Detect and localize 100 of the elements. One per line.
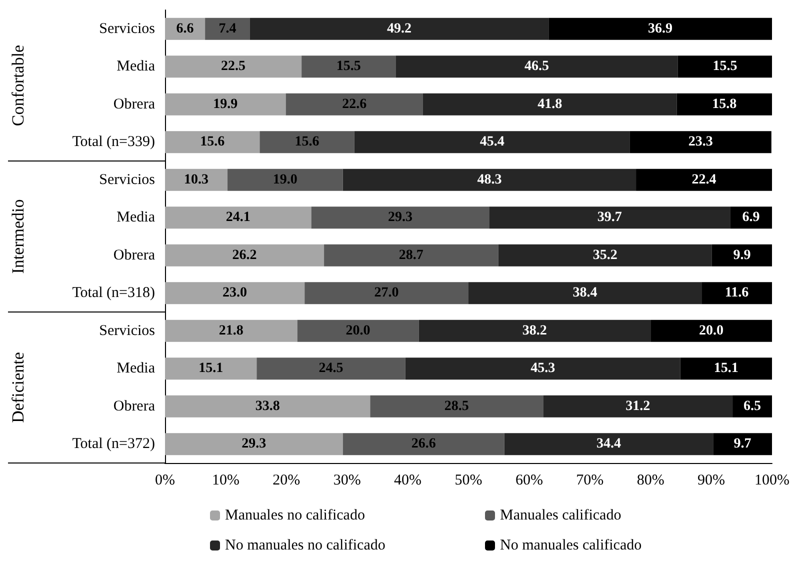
legend-label: Manuales calificado xyxy=(500,508,622,524)
data-label: 15.6 xyxy=(200,134,225,150)
x-tick-label: 40% xyxy=(394,472,422,488)
data-label: 15.8 xyxy=(712,96,737,112)
data-label: 26.2 xyxy=(232,248,257,263)
bar xyxy=(732,395,772,418)
bar xyxy=(342,433,504,456)
bar xyxy=(543,395,733,418)
data-label: 38.4 xyxy=(572,286,598,301)
data-label: 15.5 xyxy=(336,59,361,74)
y-tick-label: Media xyxy=(116,360,156,377)
bar xyxy=(405,358,680,380)
y-tick-label: Obrera xyxy=(113,398,156,414)
bar xyxy=(468,282,702,304)
data-label: 35.2 xyxy=(592,248,618,263)
bar xyxy=(630,131,772,154)
bar xyxy=(165,56,302,78)
bar xyxy=(256,358,406,380)
bar xyxy=(422,93,677,116)
bar xyxy=(165,206,312,229)
data-label: 15.1 xyxy=(198,361,224,376)
bar xyxy=(678,56,772,78)
text: Deficiente xyxy=(8,352,28,423)
x-tick-label: 0% xyxy=(155,472,175,488)
x-tick-label: 10% xyxy=(212,472,240,488)
bar xyxy=(286,93,423,116)
bar xyxy=(370,395,544,418)
data-label: 15.6 xyxy=(294,134,320,150)
data-label: 46.5 xyxy=(524,59,550,74)
bar xyxy=(165,358,257,380)
x-tick-label: 100% xyxy=(754,472,790,488)
bar xyxy=(680,358,772,380)
data-label: 31.2 xyxy=(626,398,650,414)
data-label: 23.3 xyxy=(688,134,713,150)
x-tick-label: 50% xyxy=(454,472,482,488)
y-tick-label: Servicios xyxy=(99,322,156,339)
bar xyxy=(165,395,370,418)
bar xyxy=(228,168,343,191)
data-label: 20.0 xyxy=(699,323,724,338)
bar xyxy=(304,282,468,304)
x-tick-label: 70% xyxy=(576,472,604,488)
bar xyxy=(712,244,772,266)
data-label: 11.6 xyxy=(724,286,749,301)
x-tick-label: 80% xyxy=(636,472,664,488)
y-tick-label: Total (n=318) xyxy=(72,285,155,302)
bar xyxy=(730,206,772,229)
data-label: 36.9 xyxy=(648,21,673,36)
data-label: 34.4 xyxy=(596,436,621,452)
data-label: 24.5 xyxy=(318,361,344,376)
data-label: 26.6 xyxy=(411,436,436,452)
y-tick-label: Media xyxy=(116,210,156,226)
y-tick-label: Servicios xyxy=(99,20,156,37)
bar xyxy=(489,206,730,229)
data-label: 20.0 xyxy=(346,323,370,338)
data-label: 38.2 xyxy=(522,323,547,338)
data-label: 10.3 xyxy=(184,172,209,188)
data-label: 45.4 xyxy=(480,134,504,150)
data-label: 28.7 xyxy=(398,248,424,263)
data-label: 23.0 xyxy=(222,286,248,301)
x-tick-label: 20% xyxy=(272,472,300,488)
bar xyxy=(324,244,498,266)
bar xyxy=(713,433,772,456)
bar xyxy=(250,18,549,40)
bar xyxy=(165,320,298,342)
data-label: 48.3 xyxy=(477,172,502,188)
data-label: 27.0 xyxy=(374,286,399,301)
bar xyxy=(165,282,305,304)
legend-label: No manuales calificado xyxy=(500,538,642,554)
bar xyxy=(165,93,286,116)
data-label: 33.8 xyxy=(255,398,280,414)
bar xyxy=(165,131,260,154)
data-label: 22.6 xyxy=(342,96,367,112)
data-label: 19.9 xyxy=(213,96,238,112)
data-label: 39.7 xyxy=(597,210,622,226)
legend-label: No manuales no calificado xyxy=(225,538,386,554)
bar xyxy=(418,320,651,342)
y-tick-label: Servicios xyxy=(99,172,156,188)
bar xyxy=(302,56,396,78)
bar xyxy=(165,244,324,266)
data-label: 22.4 xyxy=(692,172,716,188)
data-label: 49.2 xyxy=(387,21,412,36)
bar xyxy=(650,320,772,342)
bar xyxy=(636,168,772,191)
x-tick-label: 30% xyxy=(333,472,361,488)
data-label: 9.7 xyxy=(734,436,752,452)
data-label: 6.6 xyxy=(176,21,194,36)
bar xyxy=(342,168,636,191)
legend-label: Manuales no calificado xyxy=(225,508,365,524)
y-tick-label: Media xyxy=(116,58,156,75)
bar xyxy=(396,56,678,78)
bar xyxy=(548,18,772,40)
bar xyxy=(676,93,772,116)
y-tick-label: Total (n=372) xyxy=(72,436,155,452)
bar xyxy=(165,433,343,456)
x-tick-label: 90% xyxy=(698,472,726,488)
data-label: 28.5 xyxy=(444,398,469,414)
data-label: 45.3 xyxy=(530,361,556,376)
bar xyxy=(205,18,250,40)
bar xyxy=(498,244,712,266)
data-label: 9.9 xyxy=(733,248,751,263)
